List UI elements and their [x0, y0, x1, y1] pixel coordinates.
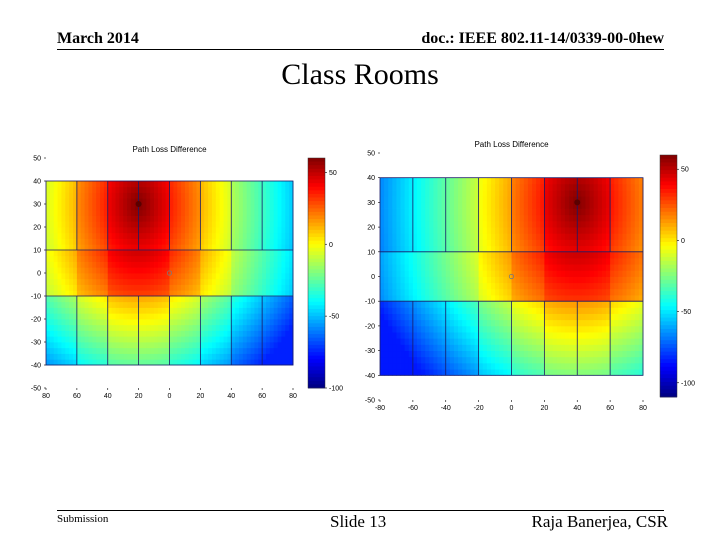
- y-tick-label: -20: [31, 317, 41, 324]
- colorbar-tick-label: 50: [329, 170, 337, 177]
- x-tick-label: -80: [375, 405, 385, 412]
- y-tick-label: -40: [31, 363, 41, 370]
- y-tick-label: 40: [367, 175, 375, 182]
- x-tick-label: 60: [258, 393, 266, 400]
- x-tick-label: 60: [73, 393, 81, 400]
- x-tick-label: 20: [196, 393, 204, 400]
- y-tick-label: 20: [367, 225, 375, 232]
- access-point-marker: [574, 199, 581, 206]
- y-tick-label: -50: [365, 398, 375, 405]
- slide-title: Class Rooms: [281, 58, 439, 91]
- colorbar-tick-label: 0: [329, 242, 333, 249]
- x-tick-label: 80: [289, 393, 297, 400]
- y-tick-label: 20: [33, 225, 41, 232]
- y-tick-label: 0: [37, 271, 41, 278]
- footer-author: Raja Banerjea, CSR: [531, 512, 668, 531]
- reference-point-marker: [166, 270, 173, 276]
- colorbar-tick-label: -100: [329, 386, 343, 393]
- footer-submission: Submission: [57, 513, 109, 525]
- y-tick-label: -50: [31, 386, 41, 393]
- x-tick-label: 20: [135, 393, 143, 400]
- header-rule: [57, 49, 664, 50]
- y-tick-label: -30: [365, 348, 375, 355]
- y-tick-label: -30: [31, 340, 41, 347]
- y-tick-label: 0: [371, 274, 375, 281]
- colorbar-tick-label: -50: [329, 314, 339, 321]
- colorbar: 50 0 -50 -100: [307, 157, 343, 393]
- axes: -50 -40 -30 -20 -10 0 10 20 30 40 50 -80 -60 -40 -20 0 2…: [365, 151, 647, 413]
- header-doc-id: doc.: IEEE 802.11-14/0339-00-0hew: [421, 30, 664, 47]
- x-tick-label: -20: [474, 405, 484, 412]
- x-tick-label: 0: [510, 405, 514, 412]
- y-tick-label: 30: [33, 202, 41, 209]
- colorbar-tick-label: 0: [681, 238, 685, 245]
- chart-title: Path Loss Difference: [132, 145, 207, 154]
- y-tick-label: -40: [365, 373, 375, 380]
- y-tick-label: 40: [33, 179, 41, 186]
- colorbar-tick-label: -100: [681, 380, 695, 387]
- x-tick-label: 40: [573, 405, 581, 412]
- y-tick-label: 30: [367, 200, 375, 207]
- footer-rule: [57, 510, 664, 511]
- colorbar-tick-label: -50: [681, 309, 691, 316]
- x-tick-label: 80: [639, 405, 647, 412]
- footer-slide-number: Slide 13: [330, 512, 387, 531]
- x-tick-label: -60: [408, 405, 418, 412]
- y-tick-label: 10: [33, 248, 41, 255]
- x-tick-label: 80: [42, 393, 50, 400]
- heatmap-chart-right: Path Loss Difference-50-40-30-20-1001020…: [365, 140, 695, 413]
- y-tick-label: -10: [31, 294, 41, 301]
- x-tick-label: 20: [540, 405, 548, 412]
- y-tick-label: -20: [365, 323, 375, 330]
- y-tick-label: 50: [367, 151, 375, 158]
- heatmap-field: [46, 181, 294, 366]
- heatmap-chart-left: Path Loss Difference-50-40-30-20-1001020…: [31, 145, 343, 401]
- heatmap-field: [380, 177, 644, 376]
- axes: -50 -40 -30 -20 -10 0 10 20 30 40 50 80 60 40 20 0 20 40 6…: [31, 156, 297, 401]
- x-tick-label: 0: [168, 393, 172, 400]
- reference-point-marker: [508, 273, 515, 280]
- colorbar: 50 0 -50 -100: [659, 154, 695, 398]
- x-tick-label: -40: [441, 405, 451, 412]
- y-tick-label: 10: [367, 249, 375, 256]
- x-tick-label: 60: [606, 405, 614, 412]
- y-tick-label: 50: [33, 156, 41, 163]
- room-walls: [45, 180, 294, 366]
- x-tick-label: 40: [227, 393, 235, 400]
- header-date: March 2014: [57, 30, 139, 47]
- colorbar-tick-label: 50: [681, 167, 689, 174]
- access-point-marker: [135, 201, 142, 207]
- y-tick-label: -10: [365, 299, 375, 306]
- chart-title: Path Loss Difference: [474, 140, 549, 149]
- x-tick-label: 40: [104, 393, 112, 400]
